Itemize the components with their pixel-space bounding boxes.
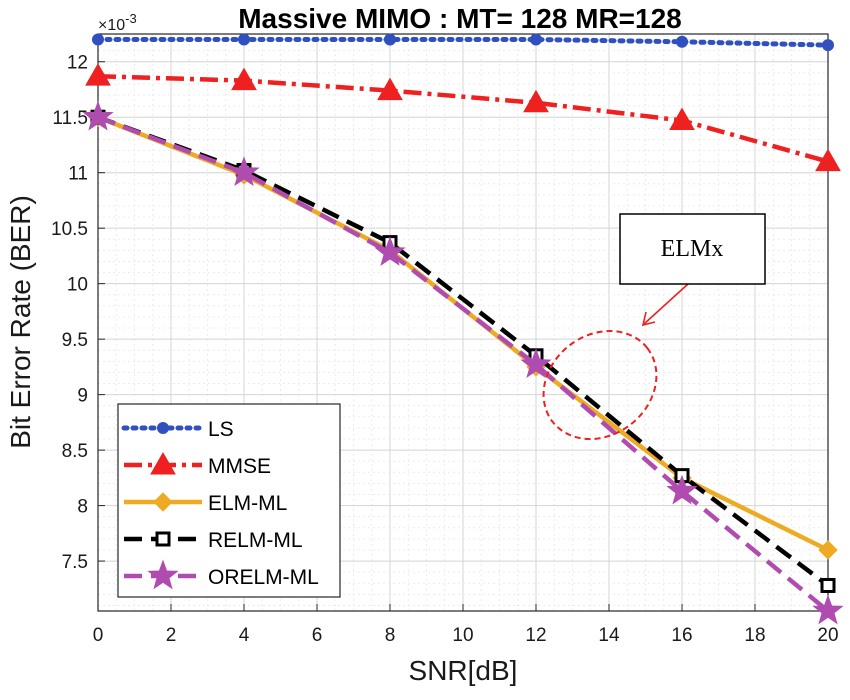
y-tick-label: 9.5 [62,330,88,351]
annotation-box [619,213,766,285]
y-tick-label: 10.5 [51,219,88,240]
x-ticks: 0 2 4 6 8 10 12 14 16 18 20 [93,604,839,646]
point-mmse [523,89,549,113]
series-ls [92,33,834,52]
legend-label: MMSE [208,455,271,478]
point-orelm-ml [812,594,844,625]
point-ls [530,33,542,46]
legend-item-elm-ml: ELM-ML [124,492,287,515]
series-orelm-ml [82,100,844,625]
point-ls [384,33,396,46]
point-relm-ml [820,577,836,593]
point-mmse [231,67,257,91]
annotation-arrow-head [641,311,656,327]
series-mmse [85,63,841,172]
point-orelm-ml [82,100,114,131]
legend-item-ls: LS [121,418,234,441]
point-ls [92,33,104,46]
annotation-arrow-shaft [643,283,689,325]
x-tick-label: 8 [385,625,396,646]
x-tick-label: 2 [166,625,177,646]
y-tick-label: 11 [68,164,88,185]
series-group [82,33,844,625]
x-tick-label: 0 [93,625,104,646]
series-line-mmse [97,73,829,164]
point-orelm-ml [520,348,552,378]
legend-item-mmse: MMSE [124,451,271,478]
y-multiplier: ×10-3 [98,11,137,34]
x-tick-label: 4 [239,625,250,646]
point-elm-ml [818,540,838,560]
annotation: ELMx [542,213,766,441]
legend-label: LS [208,418,234,441]
legend-marker [150,451,176,475]
point-orelm-ml [666,474,698,505]
x-tick-label: 10 [452,625,473,646]
y-tick-label: 10 [67,275,88,296]
legend-item-relm-ml: RELM-ML [124,529,303,552]
series-line-orelm-ml [97,115,830,613]
x-tick-label: 18 [744,625,765,646]
legend-label: ELM-ML [208,492,287,515]
legend-item-orelm-ml: ORELM-ML [124,559,319,590]
point-mmse [377,77,403,101]
annotation-label: ELMx [661,236,724,262]
x-tick-label: 16 [671,625,692,646]
series-line-relm-ml [97,115,830,588]
y-tick-label: 8.5 [62,441,88,462]
y-tick-label: 9 [77,386,88,407]
x-tick-label: 20 [817,625,838,646]
series-line-ls [95,37,831,48]
legend-label: ORELM-ML [208,566,319,589]
point-mmse [815,148,841,172]
x-axis-label: SNR[dB] [409,655,518,686]
x-tick-label: 6 [312,625,323,646]
legend: LS MMSE ELM-ML RELM-ML ORELM-ML [117,403,341,598]
point-ls [676,35,688,48]
point-mmse [85,63,111,86]
x-tick-label: 12 [525,625,546,646]
legend-label: RELM-ML [208,529,303,552]
annotation-ellipse [542,329,658,441]
x-tick-label: 14 [598,625,620,646]
point-ls [238,33,250,46]
legend-marker [155,531,171,547]
point-orelm-ml [228,156,260,187]
legend-marker [153,492,173,512]
y-ticks: 7.5 8 8.5 9 9.5 10 10.5 11 11.5 12 [51,53,105,573]
legend-marker [147,559,179,590]
legend-marker [157,422,169,434]
y-axis-label: Bit Error Rate (BER) [5,195,36,449]
point-ls [822,39,834,52]
point-orelm-ml [374,236,406,266]
y-tick-label: 11.5 [52,108,88,129]
y-tick-label: 8 [77,497,88,518]
point-mmse [669,107,695,131]
y-tick-label: 12 [67,53,88,74]
chart-title: Massive MIMO : MT= 128 MR=128 [238,3,682,34]
y-tick-label: 7.5 [62,552,88,573]
